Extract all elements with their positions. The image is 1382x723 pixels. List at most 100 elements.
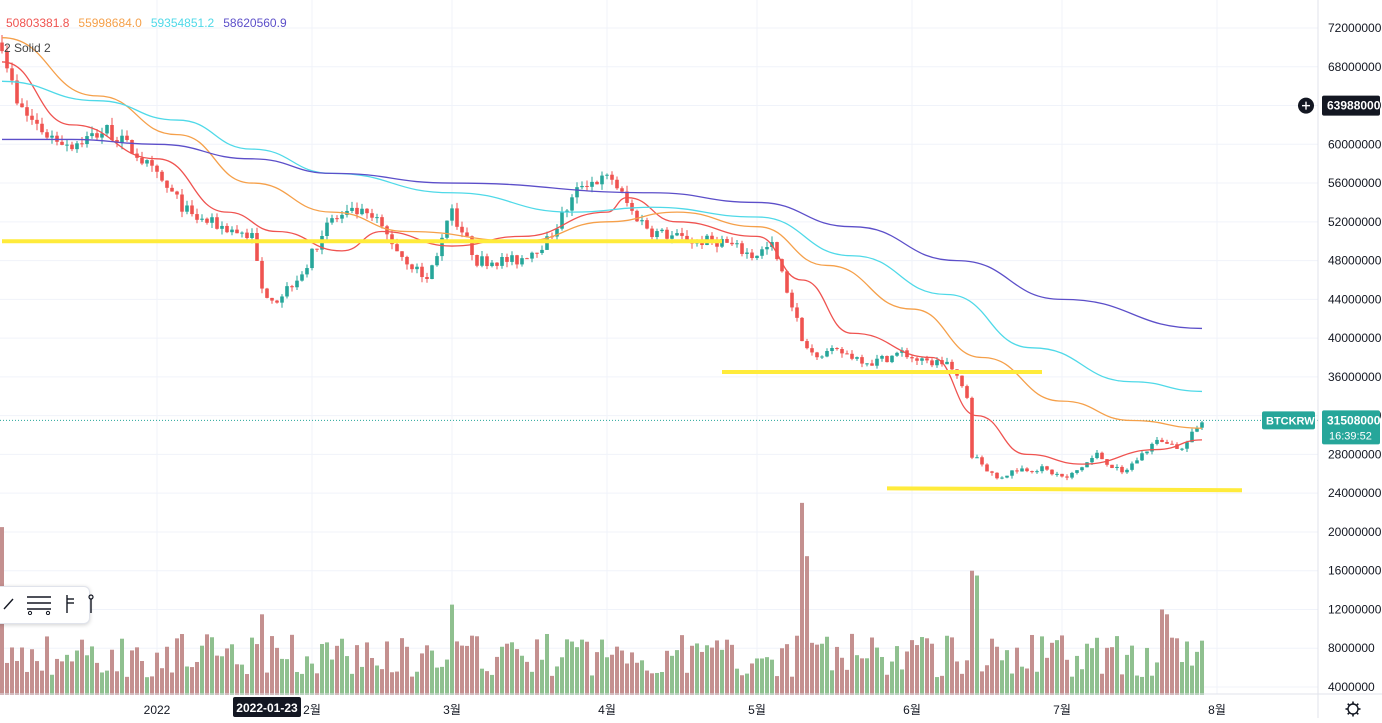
trendline-tool-icon[interactable]	[3, 597, 15, 614]
candle	[350, 207, 354, 211]
candle	[140, 157, 144, 164]
price-tick-label: 48000000	[1328, 254, 1382, 268]
candle	[485, 256, 489, 267]
volume-bar	[925, 638, 929, 695]
candle	[950, 361, 954, 370]
candle	[565, 210, 569, 212]
volume-bar	[955, 661, 959, 695]
volume-bar	[70, 661, 74, 695]
volume-bar	[410, 676, 414, 695]
trend-lines[interactable]	[2, 239, 1243, 493]
support-line-3	[886, 486, 1243, 493]
time-tick-label: 5월	[748, 703, 766, 717]
volume-bar	[1060, 635, 1064, 695]
candle	[755, 255, 759, 259]
volume-bar	[270, 636, 274, 695]
candle	[1015, 470, 1019, 472]
volume-bar	[230, 644, 234, 695]
candle	[595, 181, 599, 185]
volume-bar	[275, 647, 279, 695]
volume-bar	[290, 634, 294, 695]
add-alert-icon	[1298, 97, 1314, 114]
volume-bar	[90, 646, 94, 695]
lines-settings-icon[interactable]	[25, 593, 53, 618]
candle	[825, 351, 829, 357]
candle	[95, 133, 99, 138]
volume-bar	[1010, 673, 1014, 695]
volume-bar	[455, 641, 459, 695]
volume-bar	[430, 650, 434, 695]
candle	[380, 217, 384, 227]
volume-bar	[425, 645, 429, 695]
last-price-label: 31508000	[1327, 413, 1381, 427]
volume-bar	[445, 659, 449, 695]
volume-bar	[55, 658, 59, 695]
brush-icon[interactable]	[63, 593, 77, 618]
candle	[1175, 444, 1179, 449]
volume-bar	[145, 677, 149, 695]
candle	[10, 68, 14, 81]
price-tick-label: 40000000	[1328, 331, 1382, 345]
volume-bar	[65, 654, 69, 695]
candle	[180, 194, 184, 212]
candle	[75, 143, 79, 150]
volume-bar	[130, 650, 134, 695]
candle	[1200, 422, 1204, 428]
time-tick-label: 2월	[303, 703, 321, 717]
volume-bar	[680, 635, 684, 695]
time-tick-label: 3월	[443, 703, 461, 717]
candle	[1125, 469, 1129, 473]
price-tick-label: 24000000	[1328, 486, 1382, 500]
candle	[985, 464, 989, 472]
volume-bar	[420, 653, 424, 695]
candle	[290, 286, 294, 288]
candle	[1160, 439, 1164, 442]
volume-bar	[970, 570, 974, 695]
volume-bar	[660, 672, 664, 695]
price-tick-label: 8000000	[1328, 641, 1375, 655]
candle	[435, 256, 439, 266]
volume-bar	[610, 654, 614, 695]
volume-bar	[805, 556, 809, 695]
price-tick-label: 52000000	[1328, 215, 1382, 229]
candle	[970, 397, 974, 458]
volume-bar	[135, 647, 139, 695]
candle	[1145, 451, 1149, 454]
drawing-toolbar[interactable]	[0, 586, 94, 624]
volume-bar	[85, 655, 89, 695]
volume-bar	[30, 649, 34, 695]
volume-bar	[720, 649, 724, 695]
candle	[580, 185, 584, 188]
candle	[50, 135, 54, 138]
candle	[20, 103, 24, 108]
candle	[850, 353, 854, 359]
volume-bar	[980, 671, 984, 695]
volume-bar	[625, 663, 629, 695]
candle	[795, 307, 799, 318]
volume-bar	[1115, 636, 1119, 695]
candle	[1005, 475, 1009, 478]
volume-bar	[245, 674, 249, 695]
candle	[465, 232, 469, 237]
volume-bar	[515, 649, 519, 695]
price-axis[interactable]: 7200000068000000640000006000000056000000…	[1262, 0, 1382, 718]
candle	[265, 288, 269, 298]
candle	[65, 144, 69, 146]
volume-bar	[1020, 666, 1024, 695]
vertical-line-icon[interactable]	[87, 593, 95, 618]
volume-bar	[880, 656, 884, 695]
volume-bar	[1000, 660, 1004, 695]
settings-gear-icon[interactable]	[1345, 701, 1361, 717]
candle	[1105, 459, 1109, 465]
candle	[590, 181, 594, 187]
volume-bar	[840, 657, 844, 695]
candle	[470, 236, 474, 255]
price-tick-label: 72000000	[1328, 21, 1382, 35]
price-tick-label: 12000000	[1328, 602, 1382, 616]
candle	[245, 232, 249, 238]
time-axis[interactable]: 2022 2월 3월 4월 5월 6월 7월 8월 2022-01-23	[0, 693, 1382, 717]
volume-bar	[210, 637, 214, 695]
candle	[430, 265, 434, 279]
